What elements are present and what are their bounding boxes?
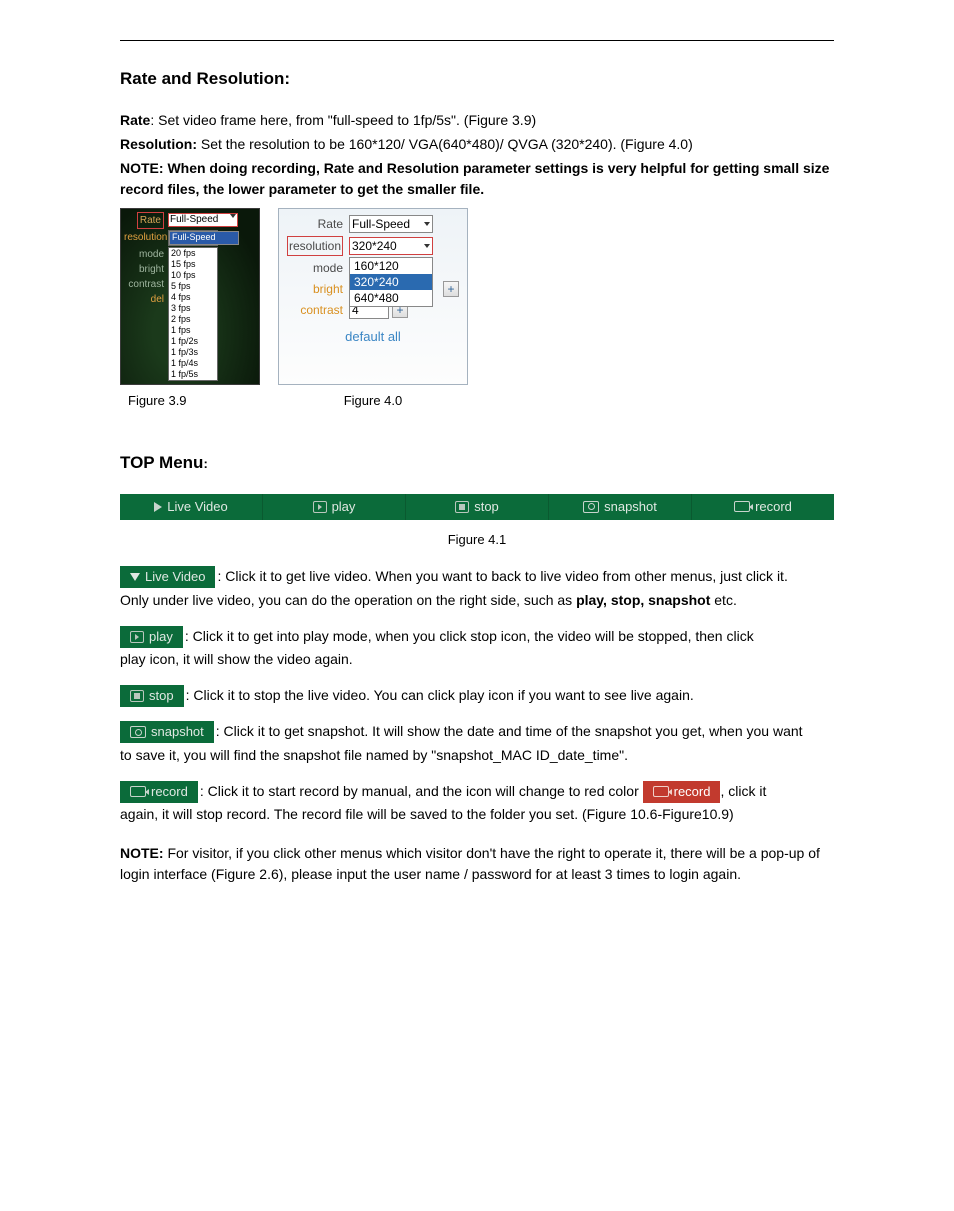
triangle-down-icon [130,573,140,581]
menu-live-video[interactable]: Live Video [120,494,263,520]
figures-row: Rate Full-Speed resolution Full-Speed mo… [120,208,834,385]
record-description: record : Click it to start record by man… [120,780,834,828]
fig40-mode-label: mode [287,259,349,277]
list-item[interactable]: 320*240 [350,274,432,290]
fig39-rate-options[interactable]: Full-Speed [168,230,218,246]
fig39-mode-label: mode [124,247,168,262]
top-menu-bar: Live Video play stop snapshot record [120,494,834,520]
menu-snapshot[interactable]: snapshot [549,494,692,520]
snapshot-icon [583,501,599,513]
stop-description: stop : Click it to stop the live video. … [120,684,834,708]
list-item[interactable]: 160*120 [350,258,432,274]
snapshot-icon [130,726,146,738]
play-icon [313,501,327,513]
play-description: play : Click it to get into play mode, w… [120,625,834,673]
play-triangle-icon [154,502,162,512]
menu-stop[interactable]: stop [406,494,549,520]
fig40-resolution-options[interactable]: 160*120 320*240 640*480 [349,257,433,307]
fig39-rate-label: Rate [137,212,164,229]
record-badge-red[interactable]: record [643,781,721,803]
note-line: NOTE: When doing recording, Rate and Res… [120,158,834,200]
heading-top-menu: TOP Menu: [120,450,834,476]
stop-icon [130,690,144,702]
list-item[interactable]: 4 fps [169,292,217,303]
stop-badge[interactable]: stop [120,685,184,707]
fig40-bright-label: bright [287,280,349,298]
figure-3-9-panel: Rate Full-Speed resolution Full-Speed mo… [120,208,260,385]
figure-4-1-caption: Figure 4.1 [120,530,834,550]
fig40-contrast-label: contrast [287,301,349,319]
play-icon [130,631,144,643]
list-item[interactable]: 2 fps [169,314,217,325]
list-item[interactable]: Full-Speed [169,231,239,245]
record-badge[interactable]: record [120,781,198,803]
snapshot-description: snapshot : Click it to get snapshot. It … [120,720,834,768]
play-badge[interactable]: play [120,626,183,648]
visitor-note: NOTE: For visitor, if you click other me… [120,843,834,885]
rate-line: Rate: Set video frame here, from "full-s… [120,110,834,131]
fig39-contrast-label: contrast [124,277,168,292]
list-item[interactable]: 640*480 [350,290,432,306]
menu-record[interactable]: record [692,494,834,520]
fig39-del-label: del [124,292,168,307]
heading-rate-resolution: Rate and Resolution: [120,66,834,92]
fig40-resolution-label: resolution [287,236,343,256]
list-item[interactable]: 1 fp/5s [169,369,217,380]
figure-4-0-panel: Rate Full-Speed resolution 320*240 mode … [278,208,468,385]
live-video-description: Live Video : Click it to get live video.… [120,565,834,613]
list-item[interactable]: 1 fp/2s [169,336,217,347]
fig39-rate-select[interactable]: Full-Speed [168,213,238,227]
list-item[interactable]: 15 fps [169,259,217,270]
page-top-rule [120,40,834,41]
fig40-rate-label: Rate [287,215,349,233]
fig40-rate-select[interactable]: Full-Speed [349,215,433,233]
record-icon [130,786,146,797]
list-item[interactable]: 3 fps [169,303,217,314]
menu-play[interactable]: play [263,494,406,520]
fig40-default-all[interactable]: default all [287,327,459,347]
figure-captions: Figure 3.9 Figure 4.0 [120,391,834,411]
fig40-bright-plus[interactable]: + [443,281,459,297]
figure-4-0-caption: Figure 4.0 [278,391,468,411]
fig39-bright-label: bright [124,262,168,277]
list-item[interactable]: 1 fps [169,325,217,336]
record-icon [653,786,669,797]
figure-3-9-caption: Figure 3.9 [120,391,260,411]
resolution-line: Resolution: Set the resolution to be 160… [120,134,834,155]
list-item[interactable]: 5 fps [169,281,217,292]
stop-icon [455,501,469,513]
list-item[interactable]: 10 fps [169,270,217,281]
fig39-resolution-label: resolution [124,230,168,245]
list-item[interactable]: 1 fp/4s [169,358,217,369]
fig39-rate-dropdown[interactable]: 20 fps 15 fps 10 fps 5 fps 4 fps 3 fps 2… [168,247,218,381]
list-item[interactable]: 1 fp/3s [169,347,217,358]
record-icon [734,501,750,512]
live-video-badge[interactable]: Live Video [120,566,215,588]
fig40-resolution-select[interactable]: 320*240 [349,237,433,255]
snapshot-badge[interactable]: snapshot [120,721,214,743]
list-item[interactable]: 20 fps [169,248,217,259]
